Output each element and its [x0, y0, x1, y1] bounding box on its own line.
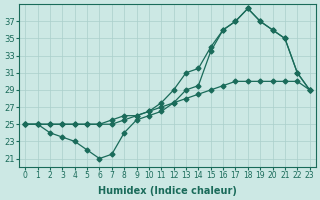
X-axis label: Humidex (Indice chaleur): Humidex (Indice chaleur) — [98, 186, 237, 196]
